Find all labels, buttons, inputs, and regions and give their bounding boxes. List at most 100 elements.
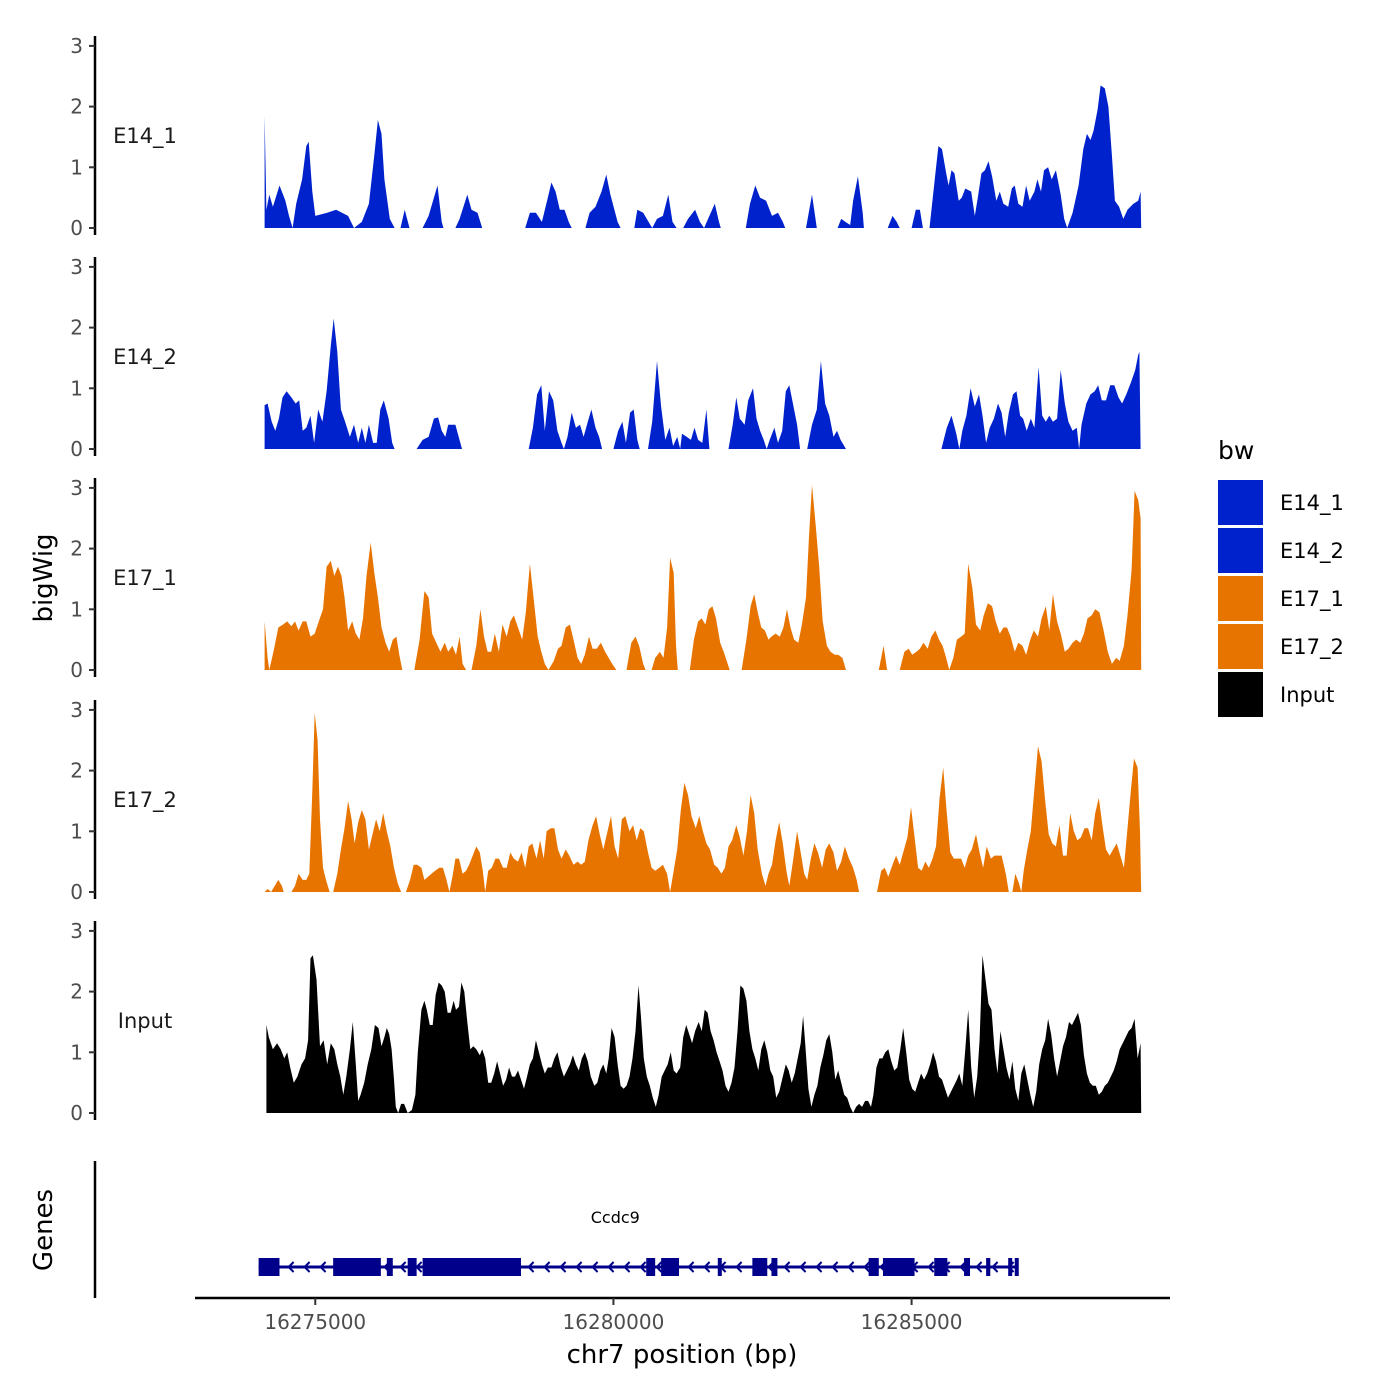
y-tick-label: 3 [70, 255, 83, 279]
track-E14_1: 0 1 2 3 E14_1 [70, 34, 1142, 240]
strand-arrow [975, 1261, 983, 1273]
strand-arrow [687, 1261, 695, 1273]
strand-arrow [815, 1261, 823, 1273]
strand-arrow [847, 1261, 855, 1273]
y-tick-label: 1 [70, 376, 83, 400]
strand-arrow [959, 1261, 967, 1273]
y-tick-label: 2 [70, 316, 83, 340]
strand-arrow [319, 1261, 327, 1273]
legend-key-E17_2 [1218, 624, 1263, 669]
y-tick-label: 3 [70, 34, 83, 58]
strand-arrow [783, 1261, 791, 1273]
strand-arrow [623, 1261, 631, 1273]
legend-label: E14_1 [1280, 491, 1344, 516]
track-label: Input [118, 1009, 172, 1033]
strand-arrow [703, 1261, 711, 1273]
exon [934, 1258, 948, 1276]
track-label: E17_1 [113, 566, 177, 591]
legend-key-E17_1 [1218, 576, 1263, 621]
coverage-area-E17_2 [264, 712, 1142, 892]
exon [882, 1258, 915, 1276]
y-tick-label: 0 [70, 437, 83, 461]
x-tick-label: 16280000 [563, 1310, 665, 1334]
strand-arrow [735, 1261, 743, 1273]
y-tick-label: 1 [70, 1040, 83, 1064]
exon [1014, 1258, 1019, 1276]
gene-Ccdc9: Ccdc9 [258, 1208, 1019, 1276]
strand-arrow [607, 1261, 615, 1273]
exon [752, 1258, 768, 1276]
strand-arrow [863, 1261, 871, 1273]
y-tick-label: 2 [70, 95, 83, 119]
exon [407, 1258, 417, 1276]
exon [986, 1258, 991, 1276]
y-tick-label: 1 [70, 155, 83, 179]
track-E17_1: 0 1 2 3 E17_1 [70, 476, 1142, 682]
x-tick-label: 16275000 [264, 1310, 366, 1334]
legend-label: Input [1280, 683, 1334, 707]
exon [422, 1258, 521, 1276]
y-tick-label: 0 [70, 216, 83, 240]
y-tick-label: 2 [70, 980, 83, 1004]
y-tick-label: 0 [70, 880, 83, 904]
strand-arrow [303, 1261, 311, 1273]
strand-arrow [591, 1261, 599, 1273]
coverage-area-Input [266, 955, 1142, 1113]
strand-arrow [831, 1261, 839, 1273]
exon [661, 1258, 680, 1276]
exon [386, 1258, 393, 1276]
track-label: E14_1 [113, 124, 177, 149]
strand-arrow [655, 1261, 663, 1273]
y-tick-label: 1 [70, 819, 83, 843]
exon [646, 1258, 656, 1276]
strand-arrow [927, 1261, 935, 1273]
y-axis-title: bigWig [29, 533, 59, 622]
exon [333, 1258, 381, 1276]
y-tick-label: 3 [70, 698, 83, 722]
coverage-area-E14_2 [264, 318, 1141, 449]
exon [258, 1258, 280, 1276]
legend: bw E14_1 E14_2 E17_1 E17_2 Input [1218, 436, 1344, 717]
strand-arrow [543, 1261, 551, 1273]
strand-arrow [575, 1261, 583, 1273]
y-tick-label: 3 [70, 476, 83, 500]
legend-label: E14_2 [1280, 539, 1344, 564]
legend-label: E17_2 [1280, 635, 1344, 660]
track-label: E14_2 [113, 345, 177, 370]
exon [1008, 1258, 1013, 1276]
strand-arrow [527, 1261, 535, 1273]
strand-arrow [639, 1261, 647, 1273]
y-tick-label: 1 [70, 597, 83, 621]
legend-key-E14_1 [1218, 480, 1263, 525]
y-tick-label: 2 [70, 759, 83, 783]
coverage-area-E14_1 [264, 85, 1142, 229]
y-tick-label: 2 [70, 537, 83, 561]
x-axis: 16275000 16280000 16285000 [195, 1296, 1170, 1334]
y-tick-label: 3 [70, 919, 83, 943]
track-label: E17_2 [113, 788, 177, 813]
legend-key-Input [1218, 672, 1263, 717]
track-Input: 0 1 2 3 Input [70, 919, 1142, 1125]
strand-arrow [559, 1261, 567, 1273]
strand-arrow [991, 1261, 999, 1273]
exon [717, 1258, 722, 1276]
genes-panel: Ccdc9 [93, 1161, 1019, 1298]
exon [868, 1258, 879, 1276]
gene-name-label: Ccdc9 [591, 1208, 640, 1227]
track-E14_2: 0 1 2 3 E14_2 [70, 255, 1141, 461]
x-axis-title: chr7 position (bp) [567, 1340, 798, 1370]
strand-arrow [399, 1261, 407, 1273]
genes-axis-title: Genes [29, 1189, 59, 1271]
y-tick-label: 0 [70, 658, 83, 682]
exon [964, 1258, 971, 1276]
y-tick-label: 0 [70, 1101, 83, 1125]
strand-arrow [287, 1261, 295, 1273]
exon [771, 1258, 778, 1276]
coverage-area-E17_1 [264, 484, 1142, 670]
x-tick-label: 16285000 [861, 1310, 963, 1334]
track-E17_2: 0 1 2 3 E17_2 [70, 698, 1142, 904]
bigwig-tracks: 0 1 2 3 E14_1 0 1 2 3 E14_2 0 1 2 3 E17_1 0 1 2 3 E17_2 0 1 2 3… [70, 34, 1142, 1125]
legend-label: E17_1 [1280, 587, 1344, 612]
legend-title: bw [1218, 436, 1254, 465]
